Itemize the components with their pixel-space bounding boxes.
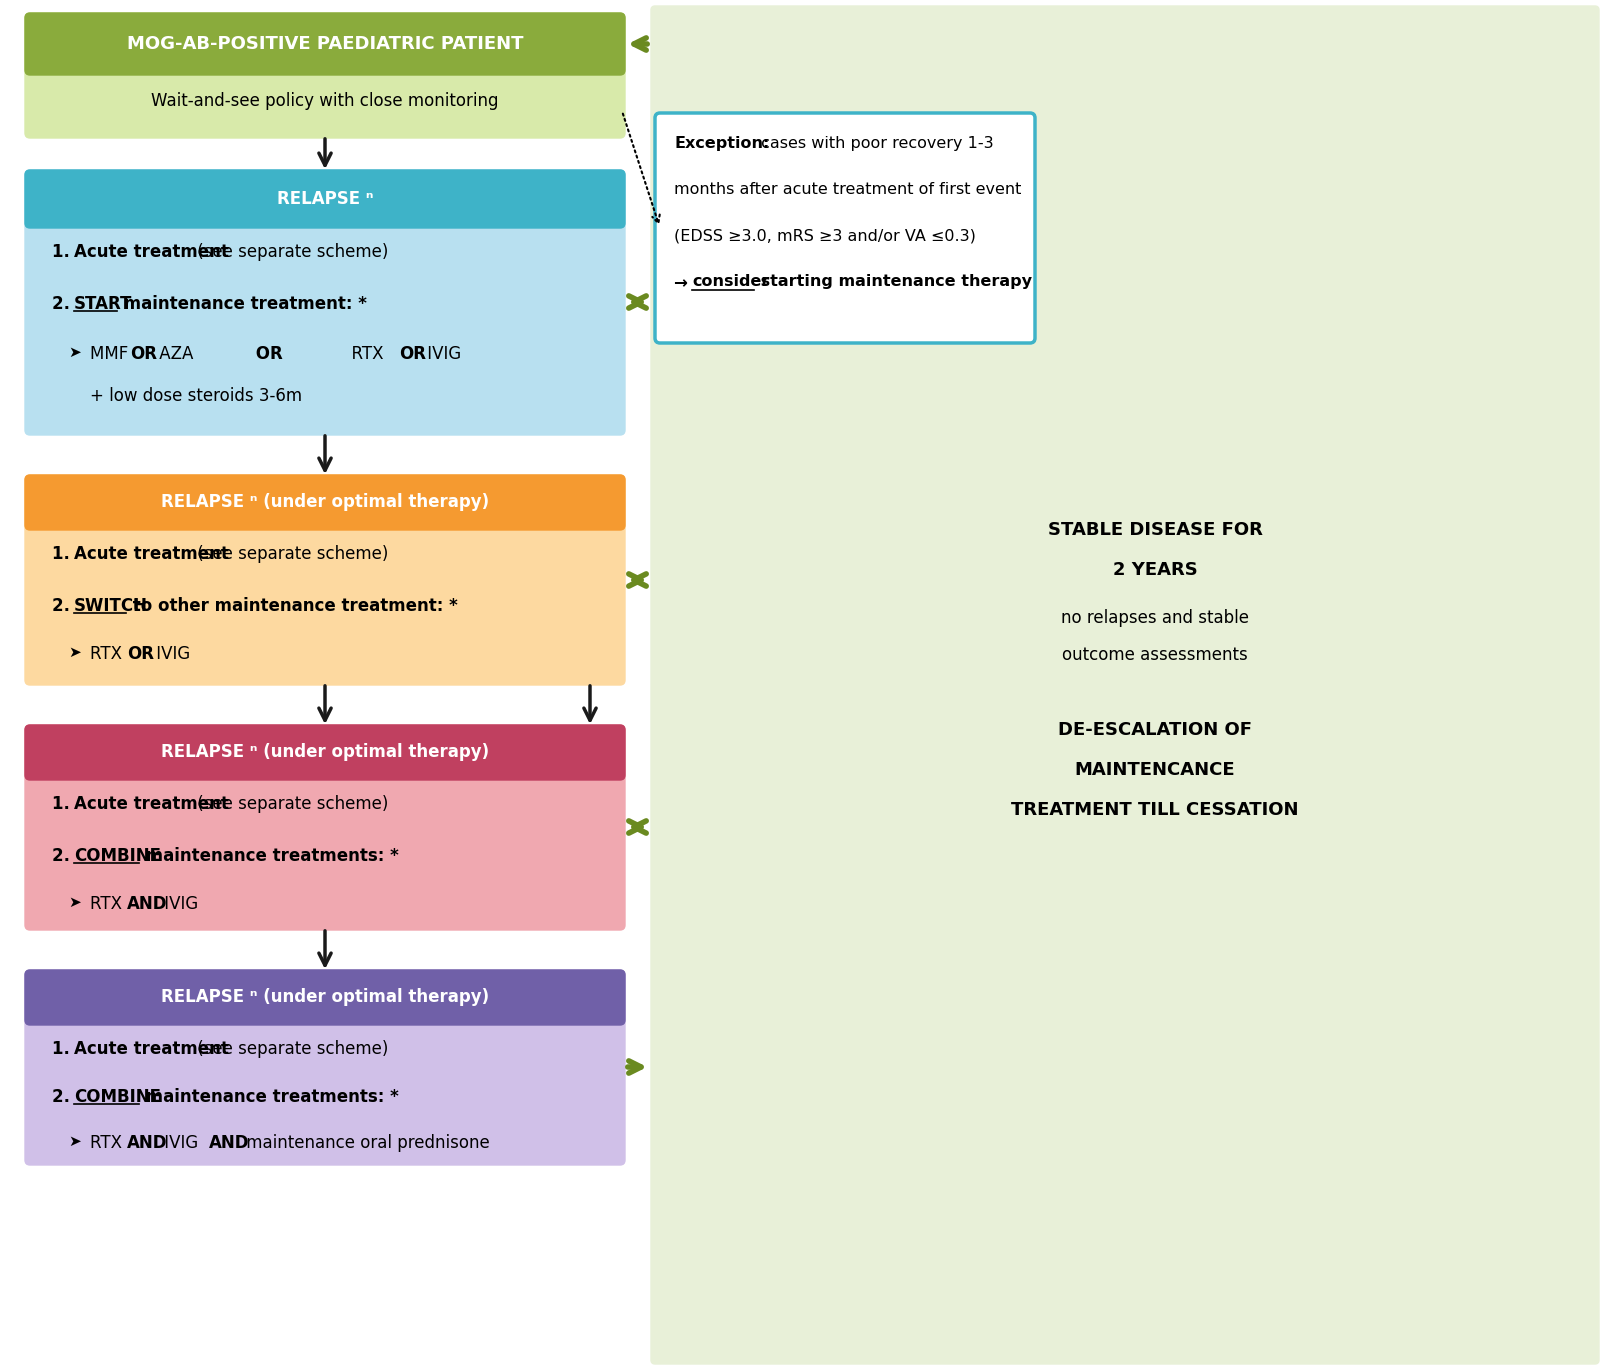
Text: ➤: ➤ (67, 645, 80, 660)
Text: ➤: ➤ (67, 1134, 80, 1149)
FancyBboxPatch shape (26, 970, 626, 1025)
Text: IVIG: IVIG (158, 895, 198, 912)
Text: IVIG: IVIG (422, 345, 461, 363)
Text: AND: AND (126, 895, 168, 912)
Text: →: → (674, 274, 694, 292)
FancyBboxPatch shape (654, 112, 1035, 342)
Text: 2.: 2. (51, 1088, 75, 1106)
Text: START: START (74, 295, 133, 312)
Text: MAINTENCANCE: MAINTENCANCE (1075, 760, 1235, 780)
Text: Exception:: Exception: (674, 136, 770, 151)
Text: Acute treatment: Acute treatment (74, 545, 229, 563)
Text: IVIG: IVIG (150, 645, 190, 663)
FancyBboxPatch shape (26, 970, 626, 1164)
Text: outcome assessments: outcome assessments (1062, 647, 1248, 664)
Text: COMBINE: COMBINE (74, 847, 162, 864)
Text: starting maintenance therapy: starting maintenance therapy (755, 274, 1032, 289)
FancyBboxPatch shape (26, 170, 626, 436)
Text: RTX: RTX (299, 345, 389, 363)
Text: Acute treatment: Acute treatment (74, 242, 229, 262)
Text: ➤: ➤ (67, 895, 80, 910)
Text: Acute treatment: Acute treatment (74, 1040, 229, 1058)
Text: OR: OR (205, 345, 283, 363)
Text: no relapses and stable: no relapses and stable (1061, 610, 1250, 627)
Text: 1.: 1. (51, 1040, 75, 1058)
Text: cases with poor recovery 1-3: cases with poor recovery 1-3 (757, 136, 994, 151)
Text: AND: AND (210, 1134, 250, 1152)
Text: consider: consider (691, 274, 770, 289)
Text: (see separate scheme): (see separate scheme) (192, 795, 389, 812)
Text: Wait-and-see policy with close monitoring: Wait-and-see policy with close monitorin… (152, 92, 499, 110)
Text: TREATMENT TILL CESSATION: TREATMENT TILL CESSATION (1011, 801, 1299, 819)
Text: 1.: 1. (51, 795, 75, 812)
FancyBboxPatch shape (26, 12, 626, 138)
Text: MMF: MMF (90, 345, 133, 363)
FancyBboxPatch shape (26, 475, 626, 685)
FancyBboxPatch shape (26, 725, 626, 780)
Text: RELAPSE ⁿ (under optimal therapy): RELAPSE ⁿ (under optimal therapy) (162, 988, 490, 1006)
Text: RTX: RTX (90, 895, 128, 912)
Text: OR: OR (126, 645, 154, 663)
Text: MOG-AB-POSITIVE PAEDIATRIC PATIENT: MOG-AB-POSITIVE PAEDIATRIC PATIENT (126, 36, 523, 53)
Text: RELAPSE ⁿ (under optimal therapy): RELAPSE ⁿ (under optimal therapy) (162, 743, 490, 760)
Text: AZA: AZA (154, 345, 194, 363)
Text: + low dose steroids 3-6m: + low dose steroids 3-6m (90, 386, 302, 406)
Text: RTX: RTX (90, 645, 128, 663)
Text: 2.: 2. (51, 847, 75, 864)
Text: RTX: RTX (90, 1134, 128, 1152)
Text: IVIG: IVIG (158, 1134, 203, 1152)
FancyBboxPatch shape (26, 725, 626, 930)
Text: 2.: 2. (51, 597, 75, 615)
Text: OR: OR (130, 345, 157, 363)
Text: maintenance treatments: *: maintenance treatments: * (141, 847, 398, 864)
FancyBboxPatch shape (26, 170, 626, 227)
Text: (see separate scheme): (see separate scheme) (192, 1040, 389, 1058)
Text: (EDSS ≥3.0, mRS ≥3 and/or VA ≤0.3): (EDSS ≥3.0, mRS ≥3 and/or VA ≤0.3) (674, 227, 976, 242)
Text: (see separate scheme): (see separate scheme) (192, 242, 389, 262)
Text: RELAPSE ⁿ (under optimal therapy): RELAPSE ⁿ (under optimal therapy) (162, 493, 490, 511)
Text: OR: OR (398, 345, 426, 363)
Text: AND: AND (126, 1134, 168, 1152)
Text: to other maintenance treatment: *: to other maintenance treatment: * (126, 597, 458, 615)
Text: months after acute treatment of first event: months after acute treatment of first ev… (674, 182, 1021, 197)
Text: 2.: 2. (51, 295, 75, 312)
Text: COMBINE: COMBINE (74, 1088, 162, 1106)
Text: DE-ESCALATION OF: DE-ESCALATION OF (1058, 721, 1251, 738)
Text: Acute treatment: Acute treatment (74, 795, 229, 812)
FancyBboxPatch shape (26, 475, 626, 530)
Text: RELAPSE ⁿ: RELAPSE ⁿ (277, 190, 373, 208)
Text: 1.: 1. (51, 242, 75, 262)
Text: ➤: ➤ (67, 345, 80, 360)
Text: maintenance treatment: *: maintenance treatment: * (118, 295, 366, 312)
Text: 2 YEARS: 2 YEARS (1112, 560, 1197, 580)
Text: maintenance treatments: *: maintenance treatments: * (141, 1088, 398, 1106)
Text: SWITCH: SWITCH (74, 597, 147, 615)
Text: maintenance oral prednisone: maintenance oral prednisone (242, 1134, 490, 1152)
Text: 1.: 1. (51, 545, 75, 563)
Text: (see separate scheme): (see separate scheme) (192, 545, 389, 563)
Text: STABLE DISEASE FOR: STABLE DISEASE FOR (1048, 521, 1262, 538)
FancyBboxPatch shape (651, 5, 1598, 1365)
FancyBboxPatch shape (26, 12, 626, 75)
